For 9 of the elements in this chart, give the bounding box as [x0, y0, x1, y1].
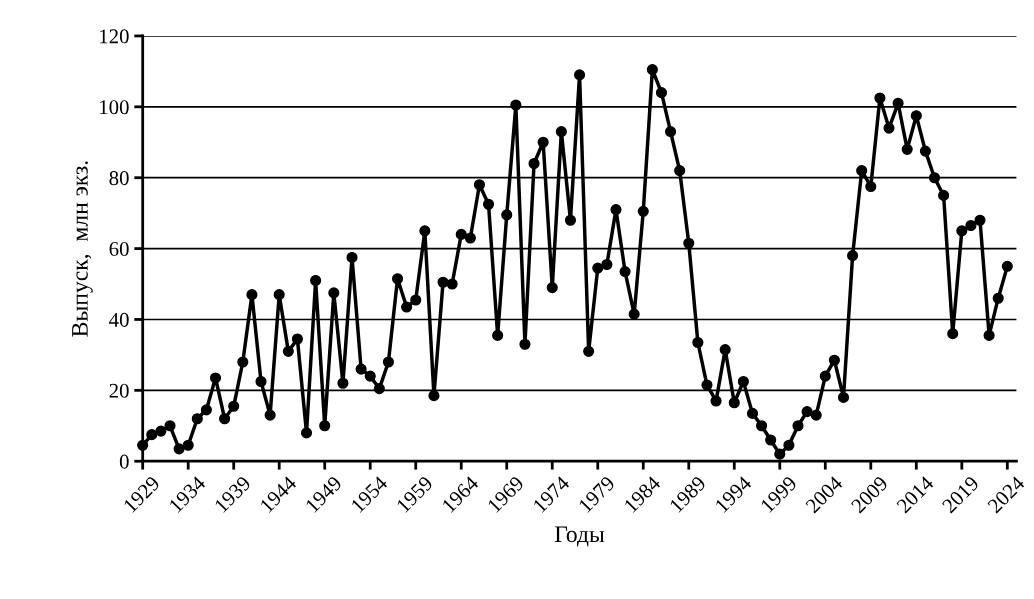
y-tick-label: 20 [109, 383, 129, 398]
y-tick-label: 60 [109, 241, 129, 257]
y-tick-label: 80 [109, 171, 129, 186]
y-tick-label: 0 [119, 454, 129, 469]
y-tick-label: 100 [100, 100, 129, 115]
x-axis-title: Годы [554, 526, 605, 547]
y-tick-label: 40 [109, 312, 129, 327]
y-axis-title: Выпуск, млн экз. [72, 161, 93, 337]
y-tick-label: 120 [100, 29, 129, 44]
